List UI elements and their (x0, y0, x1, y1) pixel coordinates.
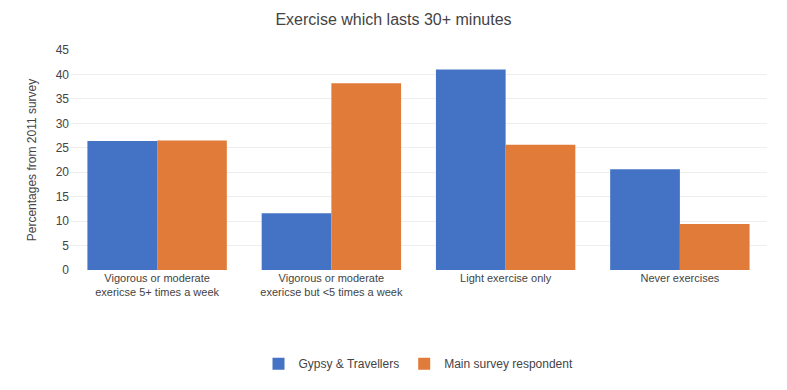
svg-text:Vigorous or moderateexericse b: Vigorous or moderateexericse but <5 time… (260, 272, 403, 298)
svg-text:Never exercises: Never exercises (640, 272, 719, 284)
svg-text:40: 40 (56, 68, 70, 82)
svg-text:Main survey respondent: Main survey respondent (444, 357, 573, 371)
svg-text:45: 45 (56, 43, 70, 57)
svg-text:Light exercise only: Light exercise only (460, 272, 552, 284)
svg-text:Gypsy & Travellers: Gypsy & Travellers (299, 357, 400, 371)
svg-text:15: 15 (56, 190, 70, 204)
svg-text:Percentages from 2011 survey: Percentages from 2011 survey (25, 79, 39, 242)
svg-text:Exercise which lasts 30+ minut: Exercise which lasts 30+ minutes (275, 11, 511, 28)
svg-text:30: 30 (56, 117, 70, 131)
svg-text:5: 5 (62, 239, 69, 253)
svg-text:20: 20 (56, 165, 70, 179)
svg-text:Vigorous or moderateexericse 5: Vigorous or moderateexericse 5+ times a … (95, 272, 219, 298)
svg-text:25: 25 (56, 141, 70, 155)
svg-text:0: 0 (62, 263, 69, 277)
svg-text:35: 35 (56, 92, 70, 106)
svg-text:10: 10 (56, 214, 70, 228)
